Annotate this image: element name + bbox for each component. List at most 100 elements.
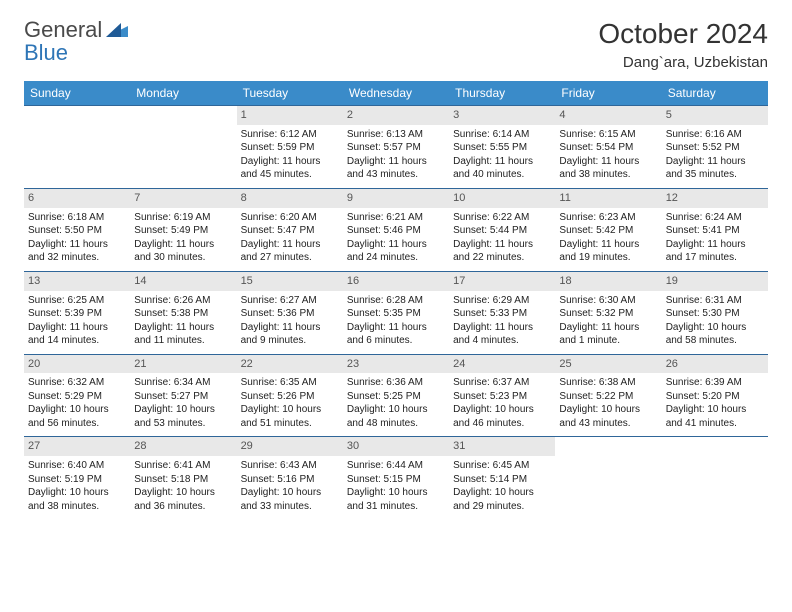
daylight-line: Daylight: 11 hours and 6 minutes. (347, 321, 445, 348)
daylight-line: Daylight: 11 hours and 4 minutes. (453, 321, 551, 348)
daylight-line: Daylight: 11 hours and 38 minutes. (559, 155, 657, 182)
calendar-cell: 20Sunrise: 6:32 AMSunset: 5:29 PMDayligh… (24, 354, 130, 437)
day-number: 29 (237, 437, 343, 456)
calendar-cell: 2Sunrise: 6:13 AMSunset: 5:57 PMDaylight… (343, 106, 449, 189)
sunrise-line: Sunrise: 6:45 AM (453, 459, 551, 473)
daylight-line: Daylight: 10 hours and 58 minutes. (666, 321, 764, 348)
daylight-line: Daylight: 11 hours and 19 minutes. (559, 238, 657, 265)
sunset-line: Sunset: 5:38 PM (134, 307, 232, 321)
sunset-line: Sunset: 5:47 PM (241, 224, 339, 238)
sunset-line: Sunset: 5:26 PM (241, 390, 339, 404)
calendar-cell: 17Sunrise: 6:29 AMSunset: 5:33 PMDayligh… (449, 271, 555, 354)
sunset-line: Sunset: 5:46 PM (347, 224, 445, 238)
logo-icon (104, 18, 128, 41)
sunrise-line: Sunrise: 6:29 AM (453, 294, 551, 308)
daylight-line: Daylight: 11 hours and 32 minutes. (28, 238, 126, 265)
sunset-line: Sunset: 5:14 PM (453, 473, 551, 487)
calendar-cell: 4Sunrise: 6:15 AMSunset: 5:54 PMDaylight… (555, 106, 661, 189)
title-block: October 2024 Dang`ara, Uzbekistan (598, 18, 768, 71)
day-number: 15 (237, 272, 343, 291)
day-number: 8 (237, 189, 343, 208)
calendar-cell: 24Sunrise: 6:37 AMSunset: 5:23 PMDayligh… (449, 354, 555, 437)
sunrise-line: Sunrise: 6:14 AM (453, 128, 551, 142)
daylight-line: Daylight: 11 hours and 27 minutes. (241, 238, 339, 265)
sunrise-line: Sunrise: 6:24 AM (666, 211, 764, 225)
calendar-cell: 8Sunrise: 6:20 AMSunset: 5:47 PMDaylight… (237, 188, 343, 271)
day-number: 3 (449, 106, 555, 125)
sunset-line: Sunset: 5:42 PM (559, 224, 657, 238)
day-number: 9 (343, 189, 449, 208)
daylight-line: Daylight: 10 hours and 33 minutes. (241, 486, 339, 513)
day-number: 17 (449, 272, 555, 291)
logo-text-blue: Blue (24, 40, 68, 65)
daylight-line: Daylight: 10 hours and 41 minutes. (666, 403, 764, 430)
header: GeneralBlue October 2024 Dang`ara, Uzbek… (24, 18, 768, 71)
calendar-cell: 16Sunrise: 6:28 AMSunset: 5:35 PMDayligh… (343, 271, 449, 354)
sunrise-line: Sunrise: 6:28 AM (347, 294, 445, 308)
day-number: 12 (662, 189, 768, 208)
sunrise-line: Sunrise: 6:16 AM (666, 128, 764, 142)
calendar-cell: 11Sunrise: 6:23 AMSunset: 5:42 PMDayligh… (555, 188, 661, 271)
calendar-cell: 29 Sunrise: 6:43 AMSunset: 5:16 PMDayligh… (237, 437, 343, 519)
calendar-cell (24, 106, 130, 189)
sunset-line: Sunset: 5:27 PM (134, 390, 232, 404)
day-number: 1 (237, 106, 343, 125)
day-number: 26 (662, 355, 768, 374)
sunrise-line: Sunrise: 6:40 AM (28, 459, 126, 473)
calendar-cell (555, 437, 661, 519)
daylight-line: Daylight: 11 hours and 22 minutes. (453, 238, 551, 265)
sunset-line: Sunset: 5:41 PM (666, 224, 764, 238)
calendar-cell: 10Sunrise: 6:22 AMSunset: 5:44 PMDayligh… (449, 188, 555, 271)
weekday-header: Wednesday (343, 81, 449, 106)
day-number: 7 (130, 189, 236, 208)
day-number: 2 (343, 106, 449, 125)
calendar-cell: 21Sunrise: 6:34 AMSunset: 5:27 PMDayligh… (130, 354, 236, 437)
daylight-line: Daylight: 11 hours and 11 minutes. (134, 321, 232, 348)
day-number: 11 (555, 189, 661, 208)
sunset-line: Sunset: 5:55 PM (453, 141, 551, 155)
weekday-header: Sunday (24, 81, 130, 106)
daylight-line: Daylight: 11 hours and 24 minutes. (347, 238, 445, 265)
calendar-table: SundayMondayTuesdayWednesdayThursdayFrid… (24, 81, 768, 519)
calendar-head: SundayMondayTuesdayWednesdayThursdayFrid… (24, 81, 768, 106)
sunset-line: Sunset: 5:22 PM (559, 390, 657, 404)
calendar-cell: 22Sunrise: 6:35 AMSunset: 5:26 PMDayligh… (237, 354, 343, 437)
weekday-header: Monday (130, 81, 236, 106)
sunrise-line: Sunrise: 6:18 AM (28, 211, 126, 225)
location: Dang`ara, Uzbekistan (598, 54, 768, 71)
daylight-line: Daylight: 11 hours and 45 minutes. (241, 155, 339, 182)
sunrise-line: Sunrise: 6:31 AM (666, 294, 764, 308)
sunset-line: Sunset: 5:18 PM (134, 473, 232, 487)
sunset-line: Sunset: 5:35 PM (347, 307, 445, 321)
weekday-header: Thursday (449, 81, 555, 106)
calendar-cell (130, 106, 236, 189)
sunset-line: Sunset: 5:16 PM (241, 473, 339, 487)
day-number: 21 (130, 355, 236, 374)
calendar-cell: 12 Sunrise: 6:24 AMSunset: 5:41 PMDayligh… (662, 188, 768, 271)
daylight-line: Daylight: 11 hours and 14 minutes. (28, 321, 126, 348)
day-number: 25 (555, 355, 661, 374)
day-number: 31 (449, 437, 555, 456)
day-number: 20 (24, 355, 130, 374)
sunrise-line: Sunrise: 6:30 AM (559, 294, 657, 308)
calendar-cell: 9Sunrise: 6:21 AMSunset: 5:46 PMDaylight… (343, 188, 449, 271)
sunset-line: Sunset: 5:20 PM (666, 390, 764, 404)
sunrise-line: Sunrise: 6:15 AM (559, 128, 657, 142)
sunrise-line: Sunrise: 6:12 AM (241, 128, 339, 142)
daylight-line: Daylight: 10 hours and 51 minutes. (241, 403, 339, 430)
sunrise-line: Sunrise: 6:19 AM (134, 211, 232, 225)
daylight-line: Daylight: 10 hours and 38 minutes. (28, 486, 126, 513)
sunset-line: Sunset: 5:30 PM (666, 307, 764, 321)
daylight-line: Daylight: 10 hours and 56 minutes. (28, 403, 126, 430)
sunset-line: Sunset: 5:25 PM (347, 390, 445, 404)
calendar-cell: 26Sunrise: 6:39 AMSunset: 5:20 PMDayligh… (662, 354, 768, 437)
calendar-cell: 6Sunrise: 6:18 AMSunset: 5:50 PMDaylight… (24, 188, 130, 271)
calendar-cell: 13Sunrise: 6:25 AMSunset: 5:39 PMDayligh… (24, 271, 130, 354)
calendar-cell: 25Sunrise: 6:38 AMSunset: 5:22 PMDayligh… (555, 354, 661, 437)
daylight-line: Daylight: 11 hours and 17 minutes. (666, 238, 764, 265)
sunrise-line: Sunrise: 6:43 AM (241, 459, 339, 473)
sunset-line: Sunset: 5:23 PM (453, 390, 551, 404)
calendar-cell: 23Sunrise: 6:36 AMSunset: 5:25 PMDayligh… (343, 354, 449, 437)
daylight-line: Daylight: 10 hours and 29 minutes. (453, 486, 551, 513)
sunrise-line: Sunrise: 6:34 AM (134, 376, 232, 390)
